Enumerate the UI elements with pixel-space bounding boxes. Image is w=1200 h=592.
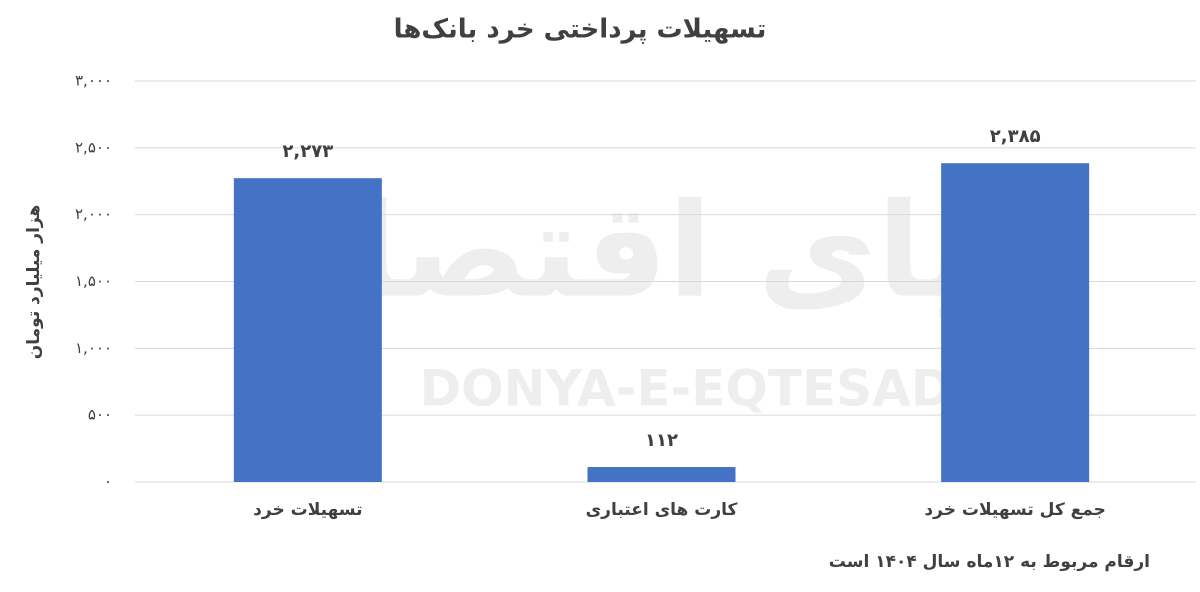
bar [587, 467, 736, 482]
chart-title: تسهیلات پرداختی خرد بانک‌ها [394, 15, 767, 45]
y-axis-label: هزار میلیارد تومان [24, 205, 44, 360]
y-tick-label: ۱,۵۰۰ [75, 272, 112, 290]
data-label: ۲,۲۷۳ [282, 141, 333, 162]
data-label: ۱۱۲ [645, 430, 678, 451]
y-tick-label: ۲,۰۰۰ [75, 205, 112, 223]
note: ارقام مربوط به ۱۲ماه سال ۱۴۰۴ است [829, 552, 1150, 572]
y-tick-label: ۲,۵۰۰ [75, 138, 112, 156]
bar [233, 178, 382, 482]
watermark: DONYA-E-EQTESAD [420, 360, 953, 418]
y-tick-label: ۳,۰۰۰ [75, 72, 112, 90]
x-tick-label: جمع کل تسهیلات خرد [924, 500, 1105, 520]
y-tick-label: ۰ [104, 473, 112, 491]
x-tick-label: کارت های اعتباری [586, 500, 738, 520]
y-tick-label: ۵۰۰ [88, 406, 112, 424]
y-tick-label: ۱,۰۰۰ [75, 339, 112, 357]
data-label: ۲,۳۸۵ [990, 126, 1041, 147]
x-tick-label: تسهیلات خرد [253, 500, 362, 520]
bar [941, 163, 1090, 482]
